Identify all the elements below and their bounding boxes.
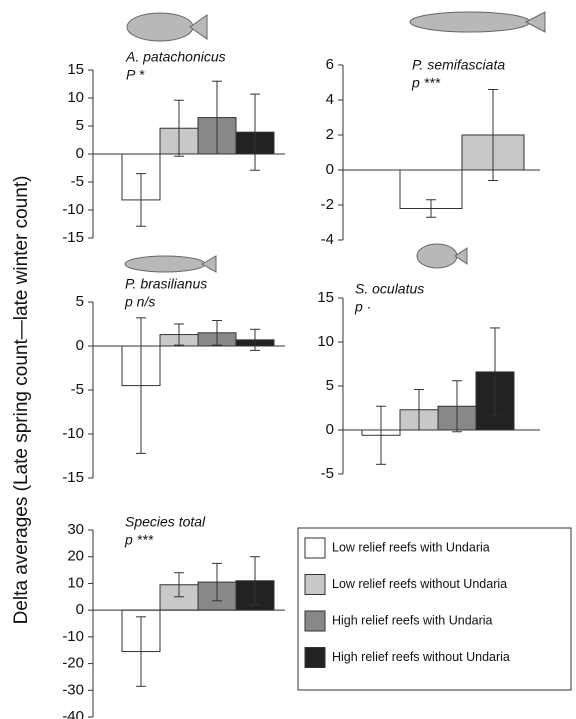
panel-subtitle: p n/s xyxy=(124,294,155,310)
y-tick-label: 10 xyxy=(67,574,84,591)
y-tick-label: 2 xyxy=(326,126,334,143)
y-tick-label: -10 xyxy=(62,201,84,218)
y-tick-label: -4 xyxy=(321,231,334,248)
y-tick-label: 4 xyxy=(326,91,334,108)
panel-title: Species total xyxy=(125,514,206,530)
y-tick-label: 5 xyxy=(326,377,334,394)
y-tick-label: -20 xyxy=(62,655,84,672)
panel-subtitle: P * xyxy=(126,67,145,83)
fish-icons xyxy=(124,11,546,273)
y-tick-label: -5 xyxy=(321,465,334,482)
y-tick-label: 10 xyxy=(67,89,84,106)
y-tick-label: -2 xyxy=(321,196,334,213)
legend-box xyxy=(297,527,572,691)
legend-label: High relief reefs without Undaria xyxy=(332,650,510,664)
panel-subtitle: p · xyxy=(354,299,371,315)
panel-subtitle: p *** xyxy=(411,75,441,91)
y-tick-label: 10 xyxy=(317,333,334,350)
y-tick-label: -10 xyxy=(62,425,84,442)
y-tick-label: 5 xyxy=(76,293,84,310)
y-tick-label: -10 xyxy=(62,628,84,645)
legend-label: Low relief reefs with Undaria xyxy=(332,540,490,554)
legend-swatch xyxy=(304,610,326,632)
y-tick-label: -40 xyxy=(62,708,84,719)
y-tick-label: -15 xyxy=(62,229,84,246)
y-tick-label: 0 xyxy=(326,421,334,438)
y-tick-label: -15 xyxy=(62,469,84,486)
legend-swatch xyxy=(304,647,326,668)
y-tick-label: 0 xyxy=(76,145,84,162)
y-tick-label: 6 xyxy=(326,56,334,73)
y-tick-label: -5 xyxy=(71,173,84,190)
panel-title: A. patachonicus xyxy=(125,49,226,65)
y-tick-label: 15 xyxy=(317,289,334,306)
y-tick-label: -5 xyxy=(71,381,84,398)
y-tick-label: 0 xyxy=(326,161,334,178)
panel-title: S. oculatus xyxy=(355,281,424,297)
y-axis-label: Delta averages (Late spring count—late w… xyxy=(11,176,32,625)
y-tick-label: 5 xyxy=(76,117,84,134)
y-tick-label: 30 xyxy=(67,521,84,538)
y-tick-label: 0 xyxy=(76,337,84,354)
y-tick-label: 15 xyxy=(67,61,84,78)
y-tick-label: -30 xyxy=(62,681,84,698)
y-tick-label: 20 xyxy=(67,548,84,565)
panel-title: P. brasilianus xyxy=(125,276,207,292)
legend-label: Low relief reefs without Undaria xyxy=(332,577,507,591)
panel-subtitle: p *** xyxy=(124,532,154,548)
y-tick-label: 0 xyxy=(76,601,84,618)
legend-swatch xyxy=(304,574,326,595)
legend-swatch xyxy=(304,537,326,559)
legend-label: High relief reefs with Undaria xyxy=(332,613,493,627)
panel-title: P. semifasciata xyxy=(412,57,505,73)
